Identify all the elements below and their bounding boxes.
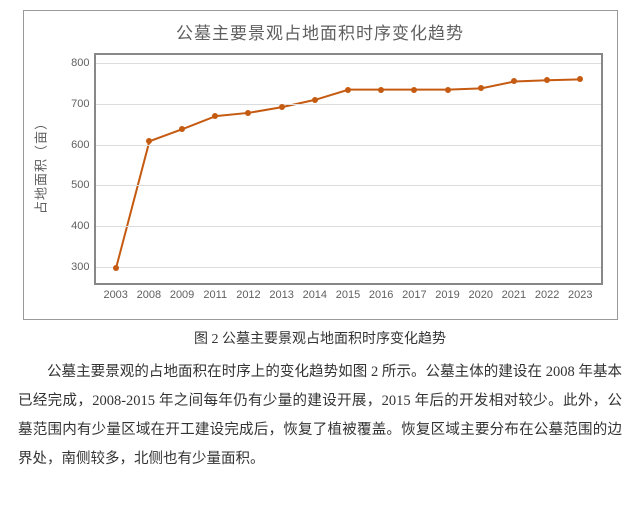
grid-line — [96, 145, 601, 146]
y-tick-label: 700 — [71, 98, 95, 110]
x-tick-label: 2013 — [269, 283, 293, 301]
y-tick-label: 300 — [71, 261, 95, 273]
data-point — [146, 138, 152, 144]
chart-title: 公墓主要景观占地面积时序变化趋势 — [24, 11, 617, 44]
x-tick-label: 2011 — [203, 283, 227, 301]
x-tick-label: 2012 — [236, 283, 260, 301]
data-point — [113, 265, 119, 271]
x-tick-label: 2023 — [568, 283, 592, 301]
grid-line — [96, 226, 601, 227]
body-paragraph: 公墓主要景观的占地面积在时序上的变化趋势如图 2 所示。公墓主体的建设在 200… — [18, 358, 622, 474]
x-tick-label: 2022 — [535, 283, 559, 301]
plot-area: 3004005006007008002003200820092011201220… — [94, 53, 603, 285]
data-point — [478, 85, 484, 91]
y-tick-label: 400 — [71, 220, 95, 232]
grid-line — [96, 267, 601, 268]
x-tick-label: 2017 — [402, 283, 426, 301]
figure-caption: 图 2 公墓主要景观占地面积时序变化趋势 — [18, 328, 622, 348]
grid-line — [96, 185, 601, 186]
chart-container: 公墓主要景观占地面积时序变化趋势 占地面积（亩） 300400500600700… — [23, 10, 618, 320]
data-point — [544, 77, 550, 83]
x-tick-label: 2016 — [369, 283, 393, 301]
grid-line — [96, 63, 601, 64]
grid-line — [96, 104, 601, 105]
data-point — [212, 113, 218, 119]
data-point — [511, 78, 517, 84]
x-tick-label: 2015 — [336, 283, 360, 301]
x-tick-label: 2009 — [170, 283, 194, 301]
x-tick-label: 2019 — [435, 283, 459, 301]
y-axis-title: 占地面积（亩） — [30, 116, 49, 214]
data-point — [445, 87, 451, 93]
x-tick-label: 2020 — [468, 283, 492, 301]
y-tick-label: 500 — [71, 179, 95, 191]
data-point — [345, 87, 351, 93]
data-point — [179, 126, 185, 132]
x-tick-label: 2021 — [502, 283, 526, 301]
data-point — [411, 87, 417, 93]
data-point — [245, 110, 251, 116]
data-point — [378, 87, 384, 93]
y-tick-label: 600 — [71, 139, 95, 151]
data-point — [279, 104, 285, 110]
x-tick-label: 2008 — [137, 283, 161, 301]
data-point — [577, 76, 583, 82]
x-tick-label: 2014 — [303, 283, 327, 301]
x-tick-label: 2003 — [103, 283, 127, 301]
data-point — [312, 97, 318, 103]
y-tick-label: 800 — [71, 57, 95, 69]
